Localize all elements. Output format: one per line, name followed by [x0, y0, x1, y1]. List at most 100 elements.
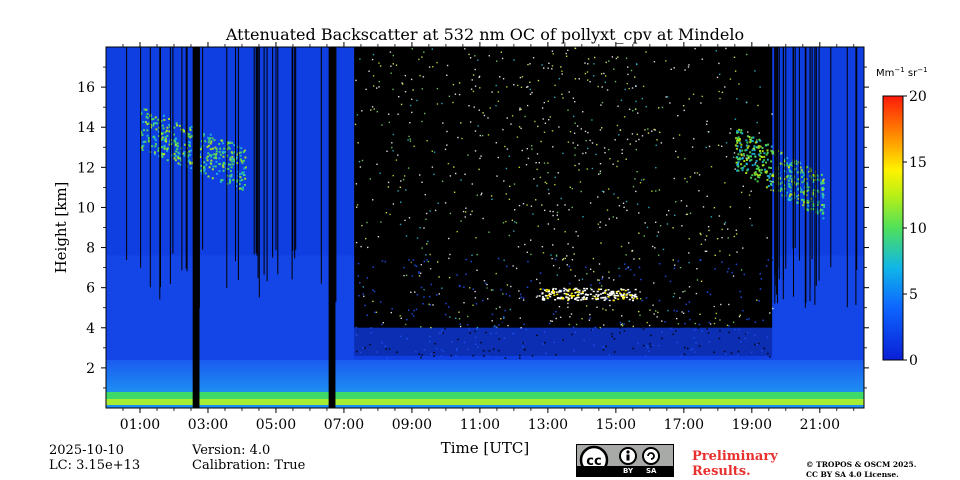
cirrus-pixel	[749, 138, 752, 141]
cirrus-pixel	[734, 144, 737, 147]
noise-pixel	[419, 174, 421, 176]
cloud-pixel	[623, 296, 626, 298]
noise-pixel	[544, 342, 546, 344]
cloud-pixel	[549, 295, 552, 298]
cirrus-pixel	[218, 150, 221, 153]
cirrus-pixel	[164, 136, 167, 138]
noise-pixel	[652, 304, 654, 306]
noise-pixel	[575, 231, 577, 233]
noise-pixel	[648, 297, 651, 299]
cirrus-pixel	[188, 159, 191, 162]
noise-pixel	[455, 317, 457, 319]
cloud-pixel	[582, 298, 585, 301]
noise-pixel	[574, 331, 577, 334]
cirrus-pixel	[752, 136, 755, 139]
noise-pixel	[695, 292, 698, 295]
noise-pixel	[571, 259, 574, 261]
noise-pixel	[687, 347, 689, 350]
noise-pixel	[525, 328, 528, 331]
noise-pixel	[354, 123, 357, 126]
noise-pixel	[623, 330, 626, 332]
cirrus-pixel	[817, 210, 820, 213]
colorbar-tick-label: 15	[909, 155, 927, 171]
cirrus-pixel	[816, 212, 819, 215]
noise-pixel	[755, 161, 757, 164]
cirrus-pixel	[203, 161, 206, 164]
noise-pixel	[631, 249, 634, 252]
noise-pixel	[685, 303, 687, 306]
cloud-pixel	[607, 296, 610, 298]
cloud-pixel	[602, 292, 604, 294]
cirrus-pixel	[162, 127, 165, 130]
noise-pixel	[772, 307, 774, 310]
cirrus-pixel	[822, 178, 825, 181]
cloud-pixel	[611, 291, 613, 293]
noise-pixel	[670, 274, 672, 277]
noise-pixel	[505, 220, 507, 223]
noise-pixel	[557, 266, 560, 269]
cloud-pixel	[583, 296, 586, 298]
cirrus-pixel	[150, 115, 153, 118]
cloud-pixel	[624, 289, 627, 292]
noise-pixel	[470, 88, 473, 90]
noise-pixel	[513, 59, 515, 61]
cirrus-pixel	[796, 171, 799, 174]
noise-pixel	[660, 142, 663, 144]
cirrus-pixel	[741, 132, 744, 135]
noise-pixel	[634, 76, 636, 78]
cloud-pixel	[632, 299, 634, 302]
noise-pixel	[574, 47, 577, 50]
cirrus-pixel	[793, 193, 796, 196]
cloud-pixel	[633, 296, 636, 298]
cirrus-pixel	[803, 191, 806, 194]
noise-pixel	[696, 279, 699, 281]
noise-pixel	[392, 88, 394, 91]
cirrus-pixel	[799, 166, 802, 169]
noise-pixel	[552, 146, 554, 148]
cirrus-pixel	[813, 204, 816, 207]
cirrus-pixel	[239, 173, 241, 176]
noise-pixel	[657, 311, 659, 314]
noise-pixel	[441, 349, 443, 351]
cloud-pixel	[567, 293, 570, 296]
noise-pixel	[721, 91, 724, 94]
noise-pixel	[482, 112, 484, 114]
noise-pixel	[608, 218, 610, 220]
noise-pixel	[608, 60, 610, 62]
noise-pixel	[518, 204, 521, 207]
cloud-pixel	[589, 293, 592, 295]
noise-pixel	[526, 148, 528, 150]
cirrus-pixel	[183, 152, 186, 155]
cirrus-pixel	[786, 191, 788, 194]
noise-pixel	[589, 313, 591, 316]
noise-pixel	[404, 324, 407, 327]
noise-pixel	[457, 338, 459, 341]
noise-pixel	[717, 144, 720, 146]
noise-pixel	[368, 70, 370, 72]
noise-pixel	[596, 306, 598, 308]
noise-pixel	[668, 314, 670, 316]
cloud-pixel	[552, 289, 554, 291]
cirrus-pixel	[189, 129, 192, 131]
cirrus-pixel	[229, 181, 231, 184]
noise-pixel	[498, 338, 501, 340]
noise-pixel	[757, 104, 759, 107]
noise-pixel	[642, 294, 645, 297]
noise-pixel	[587, 325, 589, 327]
cirrus-pixel	[208, 166, 211, 169]
noise-pixel	[475, 237, 477, 239]
cirrus-pixel	[141, 146, 144, 149]
noise-pixel	[655, 167, 657, 169]
noise-pixel	[506, 148, 509, 150]
noise-pixel	[619, 129, 621, 131]
cirrus-pixel	[761, 160, 764, 163]
noise-pixel	[388, 121, 390, 124]
noise-pixel	[748, 206, 751, 209]
noise-pixel	[483, 114, 486, 117]
cirrus-pixel	[781, 181, 784, 184]
noise-pixel	[513, 183, 516, 185]
noise-pixel	[387, 186, 390, 188]
cirrus-pixel	[201, 140, 203, 143]
noise-pixel	[470, 260, 473, 263]
noise-pixel	[714, 268, 716, 270]
